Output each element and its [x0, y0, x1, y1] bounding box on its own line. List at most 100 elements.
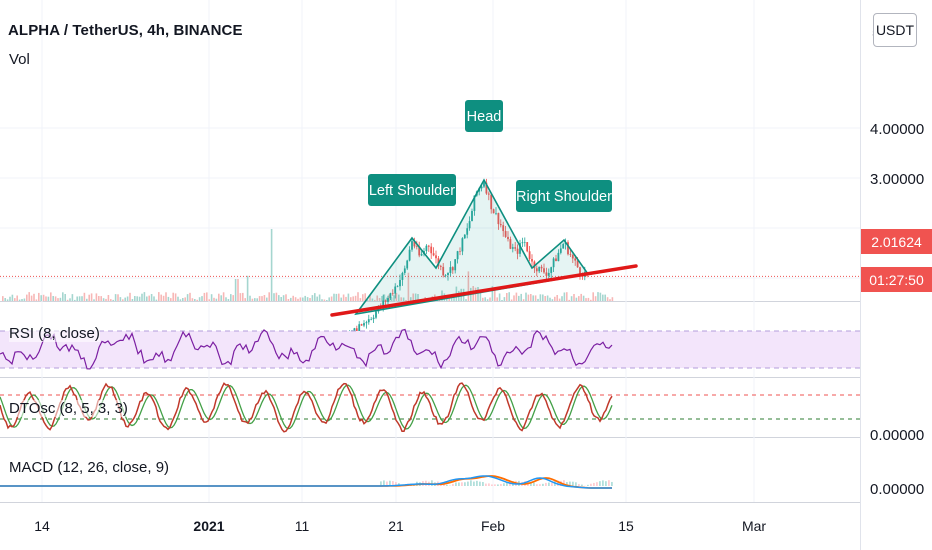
- volume-bar: [62, 292, 64, 301]
- volume-bar: [186, 294, 189, 301]
- volume-bar: [191, 298, 194, 301]
- volume-bar: [21, 299, 23, 301]
- dtosc-axis-label: 0.00000: [870, 427, 924, 444]
- volume-bar: [561, 296, 563, 301]
- volume-bar: [26, 294, 28, 301]
- volume-bar: [131, 299, 134, 301]
- volume-bar: [453, 296, 455, 301]
- volume-bar: [42, 294, 45, 301]
- macd-histogram-bar: [506, 482, 508, 486]
- candle-body: [442, 266, 445, 276]
- volume-bar: [330, 296, 333, 301]
- volume-bar: [237, 279, 239, 301]
- x-tick-label: Feb: [481, 518, 505, 534]
- macd-histogram-bar: [485, 483, 487, 486]
- volume-bar: [554, 296, 556, 301]
- volume-bar: [525, 292, 527, 301]
- candle-body: [425, 245, 428, 252]
- candle-body: [430, 246, 433, 254]
- volume-bar: [261, 296, 263, 301]
- candle-body: [552, 258, 555, 268]
- macd-histogram-bar: [503, 483, 505, 486]
- volume-bar: [611, 297, 614, 301]
- volume-bar: [138, 296, 141, 301]
- volume-bar: [484, 297, 486, 301]
- candle-body: [408, 249, 411, 261]
- volume-bar: [534, 295, 537, 301]
- volume-bar: [539, 294, 542, 301]
- macd-histogram-bar: [608, 480, 610, 486]
- volume-bar: [143, 292, 146, 301]
- macd-histogram-bar: [464, 482, 466, 486]
- volume-bar: [76, 296, 78, 301]
- pattern-label-box: [516, 180, 612, 212]
- volume-bar: [491, 286, 494, 301]
- macd-histogram-bar: [395, 482, 397, 486]
- macd-histogram-bar: [488, 483, 490, 486]
- volume-bar: [110, 299, 112, 301]
- candle-body: [528, 251, 531, 260]
- volume-bar: [328, 297, 330, 301]
- macd-histogram-bar: [443, 483, 445, 486]
- volume-bar: [182, 298, 184, 301]
- candle-body: [396, 286, 399, 287]
- volume-bar: [477, 287, 479, 301]
- volume-bar: [148, 295, 150, 301]
- volume-bar: [194, 299, 196, 301]
- volume-bar: [395, 292, 398, 301]
- volume-label: Vol: [9, 51, 30, 68]
- volume-bar: [400, 297, 402, 301]
- macd-histogram-bar: [605, 481, 607, 486]
- volume-bar: [556, 295, 558, 301]
- candle-body: [406, 260, 409, 269]
- candle-body: [523, 242, 526, 243]
- candle-body: [403, 268, 406, 273]
- volume-bar: [333, 293, 335, 301]
- volume-bar: [566, 292, 568, 301]
- volume-bar: [345, 296, 347, 301]
- volume-bar: [335, 293, 338, 301]
- volume-bar: [227, 299, 230, 301]
- volume-bar: [405, 300, 407, 301]
- neckline-trendline: [330, 264, 638, 317]
- volume-bar: [150, 294, 153, 301]
- volume-bar: [290, 297, 292, 301]
- volume-bar: [158, 292, 160, 301]
- volume-bar: [309, 298, 311, 301]
- volume-bar: [316, 296, 318, 301]
- volume-bar: [98, 296, 100, 301]
- candle-body: [511, 247, 514, 249]
- volume-bar: [362, 294, 364, 301]
- volume-bar: [54, 296, 57, 301]
- candle-body: [459, 251, 461, 252]
- volume-bar: [570, 296, 573, 301]
- volume-bar: [414, 293, 417, 301]
- volume-bar: [306, 297, 309, 301]
- volume-bar: [172, 292, 174, 301]
- volume-bar: [602, 294, 604, 301]
- volume-bar: [28, 292, 30, 301]
- volume-bar: [585, 298, 587, 301]
- candle-body: [444, 275, 447, 276]
- volume-bar: [11, 294, 14, 301]
- macd-histogram-bar: [557, 480, 559, 486]
- macd-label: MACD (12, 26, close, 9): [9, 459, 170, 476]
- volume-bar: [542, 294, 544, 301]
- volume-bar: [18, 299, 21, 301]
- volume-bar: [270, 229, 273, 301]
- macd-histogram-bar: [569, 481, 571, 486]
- volume-bar: [201, 296, 203, 301]
- candle-body: [485, 182, 488, 194]
- volume-bar: [230, 294, 232, 301]
- volume-bar: [203, 292, 206, 301]
- macd-histogram-bar: [476, 480, 478, 486]
- volume-bar: [126, 296, 129, 301]
- volume-bar: [338, 293, 340, 301]
- volume-bar: [326, 300, 328, 301]
- volume-bar: [57, 298, 59, 301]
- volume-bar: [134, 296, 136, 301]
- volume-bar: [14, 298, 16, 301]
- currency-button[interactable]: USDT: [873, 13, 917, 47]
- volume-bar: [398, 294, 400, 301]
